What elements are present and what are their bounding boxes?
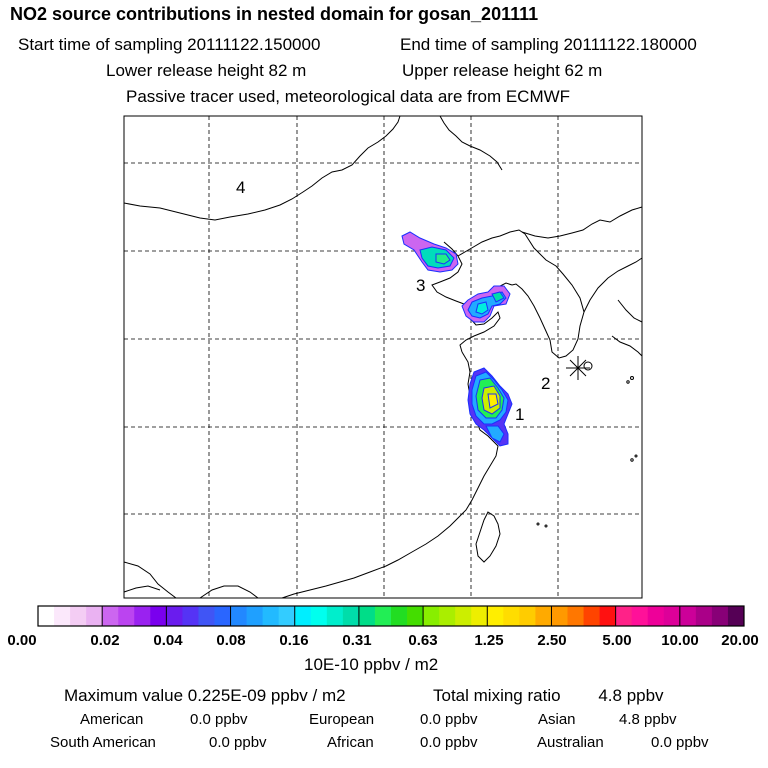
colorbar-unit-label: 10E-10 ppbv / m2 — [304, 655, 439, 674]
colorbar-swatch — [150, 606, 167, 626]
colorbar-swatch — [38, 606, 55, 626]
region-label-3: 3 — [416, 276, 425, 295]
colorbar-swatch — [567, 606, 584, 626]
map-title: NO2 source contributions in nested domai… — [10, 4, 539, 24]
colorbar-swatch — [647, 606, 665, 626]
colorbar-swatch — [374, 606, 392, 626]
colorbar-swatch — [326, 606, 344, 626]
colorbar-border — [37, 605, 745, 627]
colorbar-swatch — [615, 606, 633, 626]
colorbar-swatch — [695, 606, 713, 626]
colorbar-swatch — [278, 606, 296, 626]
colorbar-tick-label: 0.31 — [342, 632, 372, 649]
region-value-american: 0.0 ppbv — [190, 711, 248, 728]
colorbar-swatch — [214, 606, 231, 626]
colorbar-swatch — [439, 606, 456, 626]
region-name-south-american: South American — [50, 734, 156, 751]
colorbar-tick-label: 5.00 — [602, 632, 632, 649]
colorbar-swatch — [599, 606, 617, 626]
colorbar-swatch — [134, 606, 151, 626]
colorbar-swatch — [407, 606, 424, 626]
colorbar-tick-label: 0.63 — [408, 632, 438, 649]
colorbar-swatch — [711, 606, 729, 626]
region-value-african: 0.0 ppbv — [420, 734, 478, 751]
colorbar-tick-label: 0.02 — [90, 632, 120, 649]
colorbar-tick-label: 0.08 — [216, 632, 246, 649]
colorbar-tick-label: 20.00 — [721, 632, 759, 649]
colorbar-swatch — [423, 606, 440, 626]
colorbar-swatch — [679, 606, 697, 626]
total-mixing-ratio-label: Total mixing ratio 4.8 ppbv — [433, 686, 664, 705]
map-frame — [123, 115, 643, 599]
region-name-asian: Asian — [538, 711, 576, 728]
colorbar-swatch — [102, 606, 119, 626]
colorbar-tick-label: 1.25 — [474, 632, 504, 649]
coastlines — [123, 115, 643, 599]
colorbar-tick-label: 10.00 — [661, 632, 699, 649]
colorbar-swatch — [391, 606, 408, 626]
region-name-american: American — [80, 711, 144, 728]
colorbar-tick-label: 2.50 — [537, 632, 567, 649]
region-name-european: European — [309, 711, 375, 728]
colorbar-swatch — [631, 606, 649, 626]
colorbar-tick-label: 0.04 — [153, 632, 183, 649]
colorbar-tick-label: 0.00 — [7, 632, 37, 649]
colorbar-swatch — [342, 606, 360, 626]
region-label-2: 2 — [541, 374, 550, 393]
region-value-asian: 4.8 ppbv — [619, 711, 677, 728]
concentration-plume — [401, 231, 513, 447]
colorbar-swatch — [551, 606, 568, 626]
colorbar-swatch — [535, 606, 552, 626]
region-value-australian: 0.0 ppbv — [651, 734, 709, 751]
colorbar-swatch — [727, 606, 745, 626]
upper-release-height-label: Upper release height 62 m — [402, 61, 603, 80]
receptor-station-icon — [566, 356, 590, 380]
colorbar-swatch — [70, 606, 87, 626]
colorbar-swatch — [246, 606, 264, 626]
tracer-note: Passive tracer used, meteorological data… — [126, 87, 571, 106]
colorbar-swatch — [358, 606, 376, 626]
colorbar-swatch — [455, 606, 472, 626]
region-value-south-american: 0.0 ppbv — [209, 734, 267, 751]
end-time-label: End time of sampling 20111122.180000 — [400, 35, 697, 54]
colorbar-swatch — [118, 606, 135, 626]
colorbar-swatch — [310, 606, 328, 626]
colorbar-swatch — [583, 606, 600, 626]
lower-release-height-label: Lower release height 82 m — [106, 61, 307, 80]
colorbar-tick-label: 0.16 — [279, 632, 309, 649]
colorbar-swatch — [519, 606, 536, 626]
start-time-label: Start time of sampling 20111122.150000 — [18, 35, 321, 54]
colorbar-swatch — [198, 606, 215, 626]
maximum-value-label: Maximum value 0.225E-09 ppbv / m2 — [64, 686, 346, 705]
colorbar-swatch — [663, 606, 681, 626]
region-label-4: 4 — [236, 178, 245, 197]
colorbar-swatch — [86, 606, 103, 626]
colorbar-swatch — [182, 606, 199, 626]
colorbar-swatch — [54, 606, 71, 626]
colorbar-swatch — [166, 606, 183, 626]
region-name-african: African — [327, 734, 374, 751]
region-label-1: 1 — [515, 405, 524, 424]
graticule — [124, 116, 642, 598]
colorbar-swatch — [471, 606, 488, 626]
colorbar-swatch — [294, 606, 312, 626]
region-name-australian: Australian — [537, 734, 604, 751]
colorbar-swatch — [487, 606, 504, 626]
colorbar-swatch — [503, 606, 520, 626]
region-value-european: 0.0 ppbv — [420, 711, 478, 728]
colorbar — [37, 605, 745, 627]
colorbar-swatch — [262, 606, 280, 626]
colorbar-swatch — [230, 606, 247, 626]
